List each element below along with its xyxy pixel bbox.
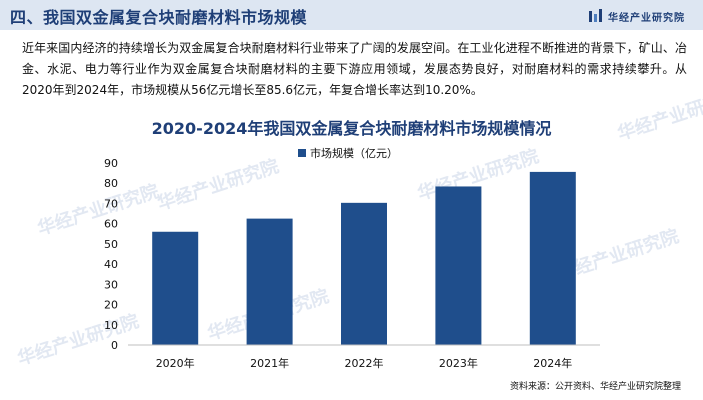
y-tick-label: 30 (104, 278, 118, 291)
source-note: 资料来源：公开资料、华经产业研究院整理 (509, 382, 681, 392)
y-tick-label: 80 (104, 177, 118, 190)
x-tick-label: 2020年 (156, 356, 195, 370)
bar (341, 202, 387, 345)
x-tick-label: 2023年 (439, 356, 478, 370)
chart-title: 2020-2024年我国双金属复合块耐磨材料市场规模情况 (151, 119, 552, 138)
y-tick-label: 0 (111, 339, 118, 352)
legend-label: 市场规模（亿元） (310, 146, 398, 160)
section-header: 四、我国双金属复合块耐磨材料市场规模 华经产业研究院 (0, 0, 703, 30)
watermark-text: 华经产业研究院 (15, 310, 142, 370)
y-tick-label: 10 (104, 319, 118, 332)
x-axis: 2020年 2021年 2022年 2023年 2024年 (156, 356, 573, 370)
bars-logo-icon (589, 9, 602, 22)
x-tick-label: 2022年 (345, 356, 384, 370)
y-tick-label: 40 (104, 258, 118, 271)
intro-paragraph: 近年来国内经济的持续增长为双金属复合块耐磨材料行业带来了广阔的发展空间。在工业化… (22, 41, 687, 97)
bar (529, 171, 576, 345)
brand: 华经产业研究院 (588, 8, 685, 24)
y-tick-label: 20 (104, 299, 118, 312)
bars (152, 171, 576, 345)
x-tick-label: 2024年 (533, 356, 572, 370)
bar (152, 231, 199, 345)
legend: 市场规模（亿元） (298, 146, 398, 160)
y-tick-label: 90 (104, 157, 118, 170)
y-axis: 0 10 20 30 40 50 60 70 80 90 (104, 157, 118, 352)
y-tick-label: 70 (104, 197, 118, 210)
y-tick-label: 50 (104, 238, 118, 251)
watermark-text: 华经产业研究院 (615, 85, 703, 145)
watermark-text: 华经产业研究院 (35, 180, 162, 240)
y-tick-label: 60 (104, 218, 118, 231)
section-title: 四、我国双金属复合块耐磨材料市场规模 (10, 8, 308, 27)
bar (435, 186, 482, 345)
watermark-text: 华经产业研究院 (155, 155, 282, 215)
x-tick-label: 2021年 (250, 356, 289, 370)
brand-name: 华经产业研究院 (608, 12, 685, 24)
legend-swatch (298, 149, 306, 157)
bar (246, 218, 293, 345)
